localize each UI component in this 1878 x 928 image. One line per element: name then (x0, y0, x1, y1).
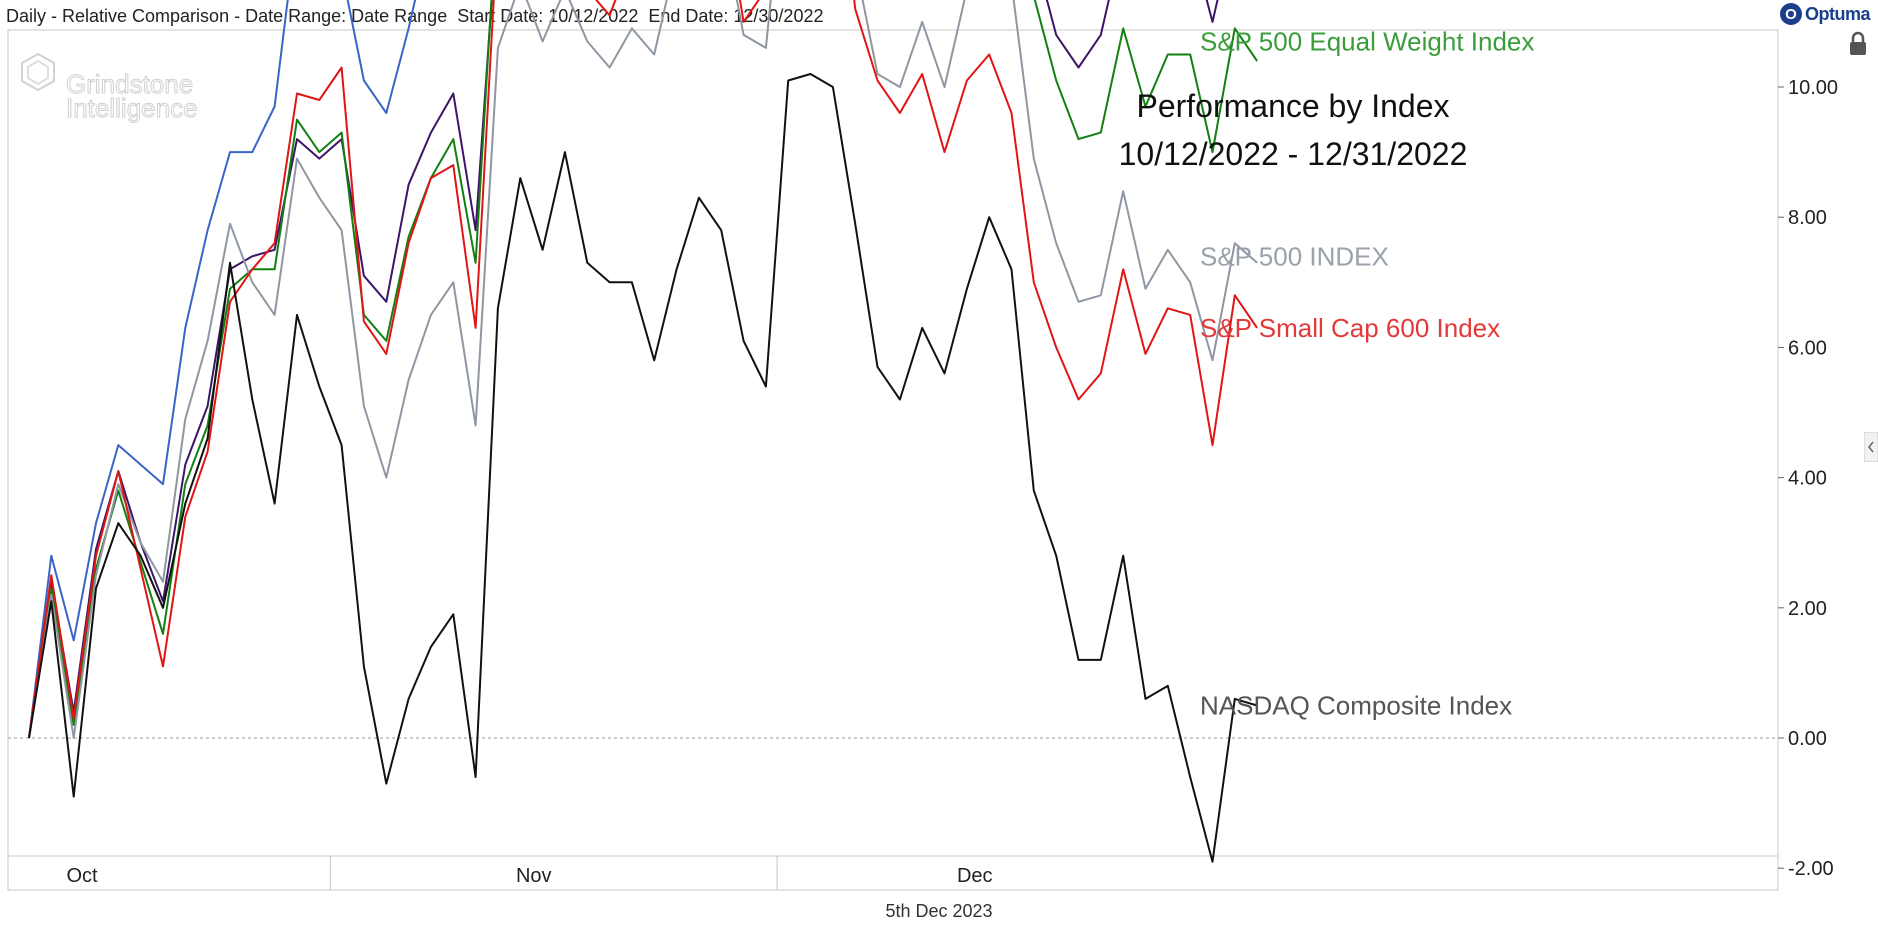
series-line (28, 0, 1219, 739)
y-tick-label: 6.00 (1788, 337, 1827, 359)
watermark-hex-icon (21, 52, 55, 92)
plot-border (7, 29, 1779, 891)
x-tick-label: Dec (957, 865, 993, 887)
y-axis-labels: -2.000.002.004.006.008.0010.0012.0014.00… (1778, 77, 1838, 880)
y-tick-label: 4.00 (1788, 468, 1827, 490)
watermark-line2: Intelligence (66, 93, 198, 123)
watermark-line1: Grindstone (66, 69, 193, 99)
series-label: S&P Small Cap 600 Index (1200, 313, 1500, 343)
watermark: Grindstone Intelligence (21, 52, 198, 124)
lock-icon[interactable] (1846, 30, 1870, 58)
chart-title: Performance by Index (1136, 88, 1449, 124)
x-tick-label: Nov (516, 865, 552, 887)
y-tick-label: 2.00 (1788, 598, 1827, 620)
series-line (28, 0, 1258, 739)
y-tick-label: -2.00 (1788, 858, 1834, 880)
footer-date: 5th Dec 2023 (885, 901, 993, 921)
y-tick-label: 10.00 (1788, 77, 1838, 99)
series-line (28, 0, 417, 739)
chart-frame (7, 29, 1779, 891)
brand-name: Optuma (1804, 3, 1871, 24)
optuma-logo-icon: O (1779, 3, 1802, 25)
chart-subtitle: 10/12/2022 - 12/31/2022 (1119, 136, 1468, 172)
chart-header-title: Daily - Relative Comparison - Date Range… (6, 6, 824, 26)
series-line (28, 73, 1258, 863)
series-label: S&P 500 INDEX (1200, 241, 1389, 271)
chevron-left-icon[interactable] (1864, 432, 1878, 462)
y-tick-label: 0.00 (1788, 728, 1827, 750)
brand-logo: O Optuma (1779, 3, 1871, 25)
series-line (28, 0, 1258, 739)
watermark-hex-inner-icon (27, 59, 49, 86)
y-tick-label: 8.00 (1788, 207, 1827, 229)
x-axis: Oct Nov Dec (66, 856, 993, 890)
series-lines (28, 0, 1258, 863)
series-label: NASDAQ Composite Index (1200, 690, 1512, 720)
x-tick-label: Oct (66, 865, 98, 887)
series-labels: Dow Jones Industrial AverageNYSE Composi… (1200, 26, 1534, 720)
series-label: S&P 500 Equal Weight Index (1200, 26, 1534, 56)
